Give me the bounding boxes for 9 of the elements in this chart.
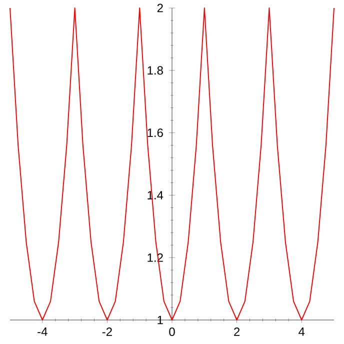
y-tick-label: 1.6 (148, 128, 163, 138)
x-tick-label: -2 (102, 328, 112, 336)
x-tick-label: 2 (234, 328, 240, 336)
x-tick-label: 0 (169, 328, 175, 336)
y-tick-label: 1.8 (148, 66, 163, 75)
y-tick-label: 2 (157, 4, 163, 12)
y-tick-label: 1 (158, 316, 163, 324)
x-tick-label: -4 (38, 328, 48, 336)
x-tick-label: 4 (298, 328, 305, 336)
